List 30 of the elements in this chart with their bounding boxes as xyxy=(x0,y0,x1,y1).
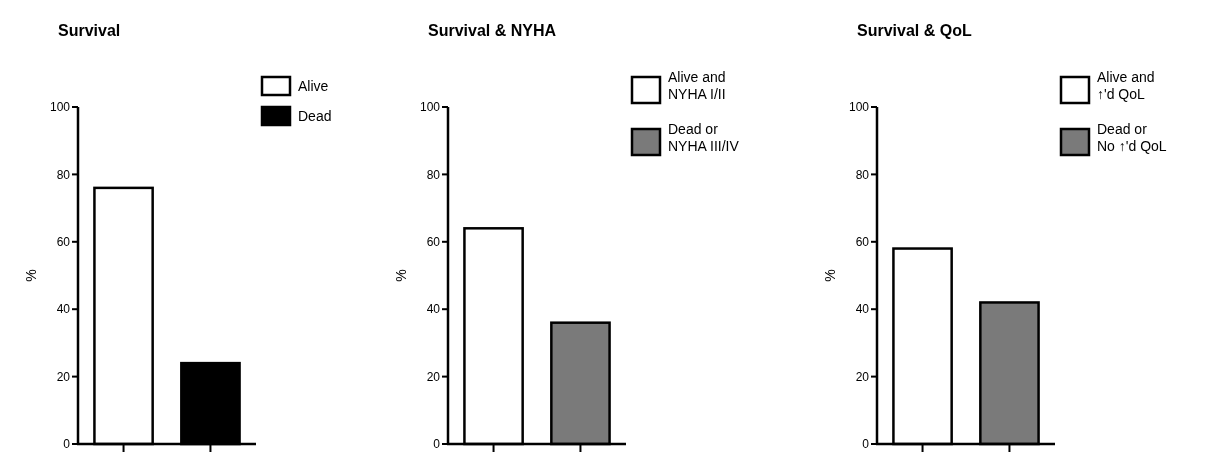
y-tick-label: 60 xyxy=(855,235,870,249)
legend-label: Dead xyxy=(298,108,332,124)
y-tick-label: 20 xyxy=(855,369,870,384)
y-tick-label: 0 xyxy=(433,437,441,452)
y-tick-label: 60 xyxy=(426,235,441,249)
legend-label: Dead or No ↑'d QoL xyxy=(1097,121,1167,154)
y-tick-label: 100 xyxy=(419,100,441,115)
y-axis-title: % xyxy=(23,269,39,282)
y-axis-title: % xyxy=(393,269,409,282)
y-tick-label: 40 xyxy=(56,302,71,317)
chart-title: Survival & QoL xyxy=(857,22,972,39)
y-tick-label: 80 xyxy=(855,167,870,182)
legend-label: Alive xyxy=(298,78,329,94)
y-tick-label: 100 xyxy=(49,100,71,115)
y-tick-label: 20 xyxy=(56,369,71,384)
y-tick-label: 40 xyxy=(855,302,870,317)
y-tick-label: 0 xyxy=(63,437,71,452)
y-axis-title: % xyxy=(822,269,838,282)
y-tick-label: 80 xyxy=(426,167,441,182)
legend-label: Dead or NYHA III/IV xyxy=(668,121,740,154)
y-tick-label: 20 xyxy=(426,369,441,384)
chart-title: Survival xyxy=(58,22,121,39)
legend-label: Alive and NYHA I/II xyxy=(668,69,730,102)
chart-title: Survival & NYHA xyxy=(428,22,557,39)
y-tick-label: 40 xyxy=(426,302,441,317)
y-tick-label: 60 xyxy=(56,235,71,249)
y-tick-label: 0 xyxy=(862,437,870,452)
y-tick-label: 80 xyxy=(56,167,71,182)
legend-label: Alive and ↑'d QoL xyxy=(1097,69,1159,102)
y-tick-label: 100 xyxy=(848,100,870,115)
